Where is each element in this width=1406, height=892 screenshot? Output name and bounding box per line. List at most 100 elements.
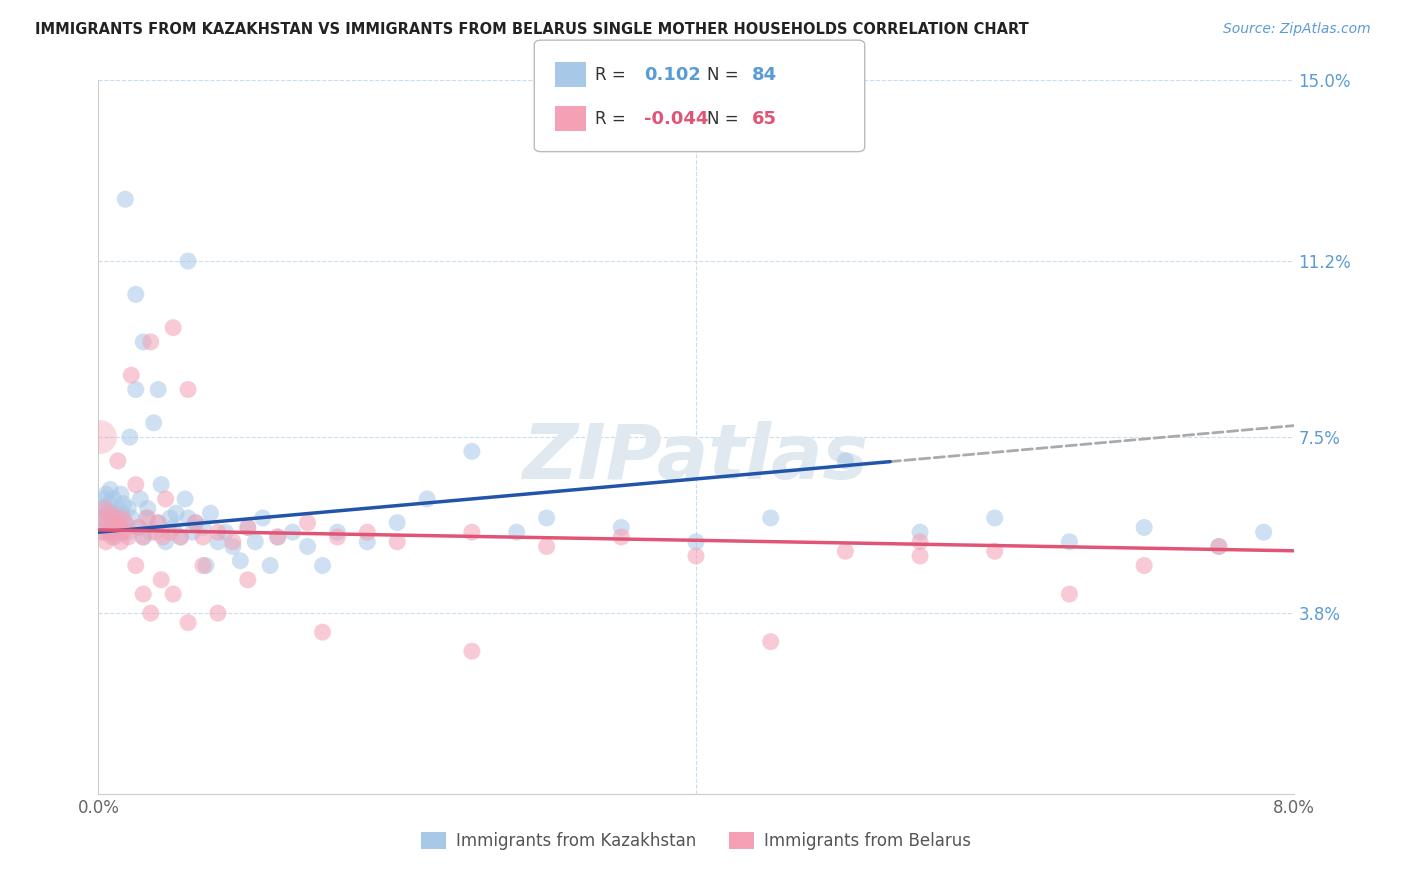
Point — [416, 491, 439, 506]
Point — [108, 520, 131, 534]
Point — [120, 511, 142, 525]
Point — [908, 549, 931, 563]
Point — [101, 530, 124, 544]
Point — [97, 525, 120, 540]
Point — [356, 534, 378, 549]
Point — [281, 525, 304, 540]
Point — [177, 615, 200, 630]
Point — [1133, 558, 1156, 573]
Point — [120, 368, 142, 383]
Point — [114, 516, 136, 530]
Point — [103, 506, 125, 520]
Point — [110, 487, 132, 501]
Point — [1253, 525, 1275, 540]
Point — [148, 516, 170, 530]
Point — [132, 530, 155, 544]
Point — [259, 558, 281, 573]
Point — [461, 444, 484, 458]
Point — [162, 587, 184, 601]
Point — [181, 525, 204, 540]
Point — [112, 497, 135, 511]
Point — [297, 540, 319, 554]
Point — [162, 520, 184, 534]
Point — [159, 511, 181, 525]
Point — [90, 501, 112, 516]
Point — [128, 520, 150, 534]
Point — [125, 477, 148, 491]
Point — [103, 516, 125, 530]
Point — [174, 491, 197, 506]
Point — [267, 530, 290, 544]
Point — [118, 430, 141, 444]
Text: 84: 84 — [752, 66, 778, 84]
Point — [143, 525, 166, 540]
Point — [222, 540, 245, 554]
Point — [139, 606, 162, 620]
Point — [101, 520, 124, 534]
Text: R =: R = — [595, 66, 631, 84]
Text: N =: N = — [707, 110, 744, 128]
Point — [152, 530, 174, 544]
Point — [112, 525, 135, 540]
Text: N =: N = — [707, 66, 744, 84]
Point — [105, 516, 128, 530]
Point — [98, 506, 122, 520]
Point — [984, 544, 1007, 558]
Point — [245, 534, 267, 549]
Point — [117, 501, 139, 516]
Point — [97, 525, 120, 540]
Point — [356, 525, 378, 540]
Point — [177, 511, 200, 525]
Point — [89, 430, 111, 444]
Point — [94, 487, 117, 501]
Point — [93, 525, 115, 540]
Text: ZIPatlas: ZIPatlas — [523, 422, 869, 495]
Point — [148, 383, 170, 397]
Point — [96, 516, 118, 530]
Point — [105, 511, 128, 525]
Point — [114, 192, 136, 206]
Point — [1208, 540, 1230, 554]
Point — [908, 525, 931, 540]
Point — [132, 334, 155, 349]
Point — [91, 525, 114, 540]
Point — [155, 534, 177, 549]
Point — [1208, 540, 1230, 554]
Point — [834, 544, 856, 558]
Point — [128, 520, 150, 534]
Point — [165, 506, 187, 520]
Point — [97, 497, 120, 511]
Point — [136, 511, 159, 525]
Point — [536, 511, 558, 525]
Point — [191, 520, 214, 534]
Point — [610, 520, 633, 534]
Point — [107, 501, 129, 516]
Point — [110, 534, 132, 549]
Point — [90, 511, 112, 525]
Legend: Immigrants from Kazakhstan, Immigrants from Belarus: Immigrants from Kazakhstan, Immigrants f… — [413, 825, 979, 857]
Point — [311, 625, 333, 640]
Point — [125, 287, 148, 301]
Point — [114, 516, 136, 530]
Point — [461, 644, 484, 658]
Point — [1133, 520, 1156, 534]
Point — [207, 606, 229, 620]
Point — [236, 520, 259, 534]
Point — [177, 254, 200, 268]
Point — [98, 483, 122, 497]
Point — [135, 511, 157, 525]
Point — [326, 525, 349, 540]
Point — [184, 516, 207, 530]
Point — [177, 383, 200, 397]
Point — [98, 511, 122, 525]
Text: Source: ZipAtlas.com: Source: ZipAtlas.com — [1223, 22, 1371, 37]
Point — [326, 530, 349, 544]
Point — [191, 558, 214, 573]
Point — [385, 516, 409, 530]
Point — [107, 454, 129, 468]
Point — [107, 520, 129, 534]
Point — [93, 501, 115, 516]
Point — [191, 530, 214, 544]
Point — [169, 530, 191, 544]
Point — [125, 383, 148, 397]
